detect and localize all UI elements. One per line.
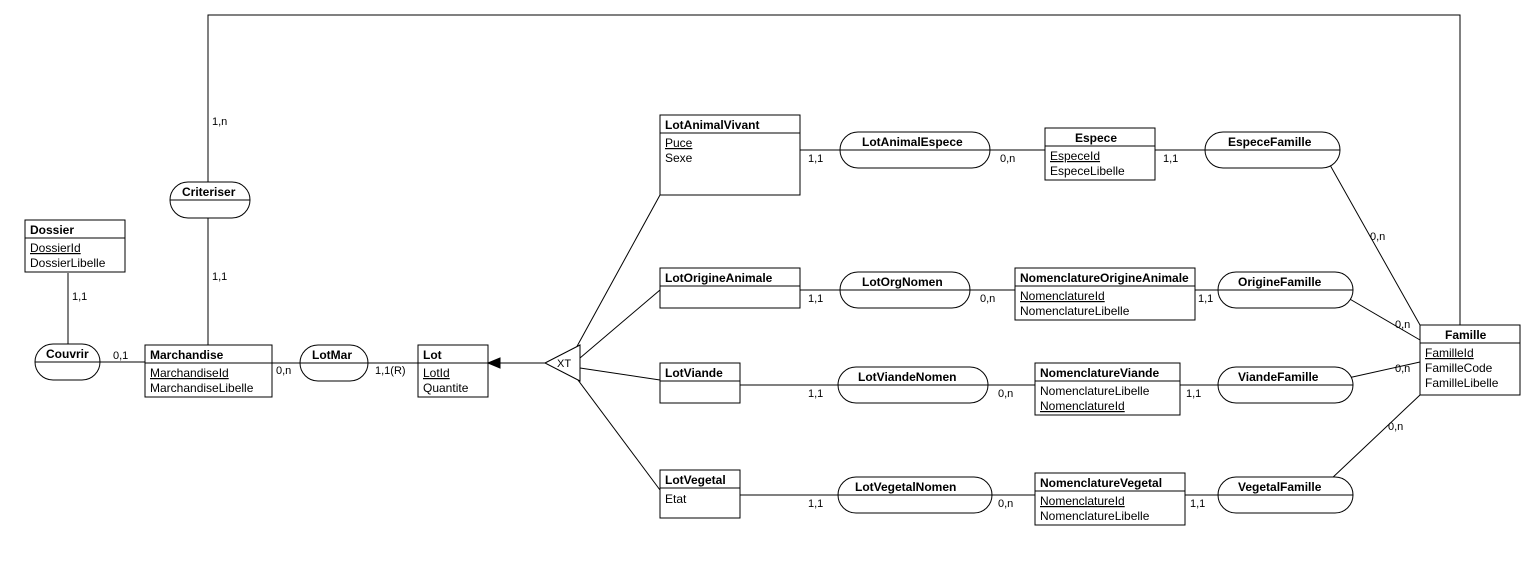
assoc-lotanimalespece: LotAnimalEspece (840, 132, 990, 168)
assoc-label: ViandeFamille (1238, 370, 1319, 384)
card: 0,n (1395, 363, 1410, 375)
assoc-vegetalfamille: VegetalFamille (1218, 477, 1353, 513)
entity-famille: Famille FamilleId FamilleCode FamilleLib… (1420, 325, 1520, 395)
entity-nomenclatureviande: NomenclatureViande NomenclatureLibelle N… (1035, 363, 1180, 415)
card: 1,1 (808, 498, 823, 510)
assoc-especefamille: EspeceFamille (1205, 132, 1340, 168)
entity-attr: DossierId (30, 241, 81, 255)
card: 1,1 (212, 271, 227, 283)
entity-attr: LotId (423, 366, 450, 380)
card: 1,1 (72, 291, 87, 303)
card: 0,n (1388, 421, 1403, 433)
entity-nomenclatureorigineanimale: NomenclatureOrigineAnimale NomenclatureI… (1015, 268, 1195, 320)
card: 1,1 (1190, 498, 1205, 510)
er-diagram: Dossier DossierId DossierLibelle Marchan… (0, 0, 1534, 565)
card: 1,1(R) (375, 365, 406, 377)
assoc-originefamille: OrigineFamille (1218, 272, 1353, 308)
card: 0,n (998, 388, 1013, 400)
entity-title: LotViande (665, 366, 723, 380)
entity-attr: EspeceId (1050, 149, 1100, 163)
entity-title: LotOrigineAnimale (665, 271, 773, 285)
xt-label: XT (557, 358, 571, 370)
card: 0,n (276, 365, 291, 377)
entity-attr: DossierLibelle (30, 256, 106, 270)
assoc-couvrir: Couvrir (35, 344, 100, 380)
assoc-lotmar: LotMar (300, 345, 368, 381)
assoc-label: Criteriser (182, 185, 236, 199)
entity-title: LotAnimalVivant (665, 118, 759, 132)
entity-title: Espece (1075, 131, 1117, 145)
assoc-label: EspeceFamille (1228, 135, 1312, 149)
card: 0,n (1395, 319, 1410, 331)
card: 1,1 (1163, 153, 1178, 165)
entity-attr: Quantite (423, 381, 469, 395)
card: 1,1 (808, 293, 823, 305)
assoc-lotviandenomen: LotViandeNomen (838, 367, 988, 403)
assoc-label: Couvrir (46, 347, 89, 361)
card: 0,1 (113, 350, 128, 362)
card: 1,1 (808, 153, 823, 165)
entity-title: NomenclatureOrigineAnimale (1020, 271, 1189, 285)
xt-triangle: XT (545, 345, 580, 381)
entity-attr: FamilleId (1425, 346, 1474, 360)
assoc-criteriser: Criteriser (170, 182, 250, 218)
entity-lotvegetal: LotVegetal Etat (660, 470, 740, 518)
entity-title: NomenclatureVegetal (1040, 476, 1162, 490)
entity-attr: FamilleCode (1425, 361, 1493, 375)
entity-title: Dossier (30, 223, 74, 237)
entity-attr: NomenclatureId (1040, 399, 1125, 413)
entity-attr: MarchandiseLibelle (150, 381, 254, 395)
assoc-label: LotAnimalEspece (862, 135, 963, 149)
entity-title: NomenclatureViande (1040, 366, 1159, 380)
entity-lotanimalvivant: LotAnimalVivant Puce Sexe (660, 115, 800, 195)
entity-attr: MarchandiseId (150, 366, 229, 380)
card: 1,n (212, 116, 227, 128)
card: 0,n (1000, 153, 1015, 165)
assoc-label: VegetalFamille (1238, 480, 1322, 494)
card: 1,1 (1186, 388, 1201, 400)
assoc-lotorgnomen: LotOrgNomen (840, 272, 970, 308)
entity-attr: Sexe (665, 151, 693, 165)
entity-attr: FamilleLibelle (1425, 376, 1499, 390)
entity-attr: NomenclatureLibelle (1020, 304, 1130, 318)
entity-espece: Espece EspeceId EspeceLibelle (1045, 128, 1155, 180)
assoc-label: OrigineFamille (1238, 275, 1322, 289)
entity-attr: NomenclatureId (1040, 494, 1125, 508)
entity-title: Lot (423, 348, 442, 362)
entity-nomenclaturevegetal: NomenclatureVegetal NomenclatureId Nomen… (1035, 473, 1185, 525)
entity-attr: NomenclatureLibelle (1040, 509, 1150, 523)
card: 1,1 (808, 388, 823, 400)
entity-marchandise: Marchandise MarchandiseId MarchandiseLib… (145, 345, 272, 397)
entity-attr: EspeceLibelle (1050, 164, 1125, 178)
entity-title: Famille (1445, 328, 1487, 342)
entity-lotorigineanimale: LotOrigineAnimale (660, 268, 800, 308)
entity-dossier: Dossier DossierId DossierLibelle (25, 220, 125, 272)
assoc-label: LotMar (312, 348, 352, 362)
entity-lot: Lot LotId Quantite (418, 345, 488, 397)
entity-lotviande: LotViande (660, 363, 740, 403)
assoc-lotvegetalnomen: LotVegetalNomen (838, 477, 992, 513)
card: 0,n (980, 293, 995, 305)
assoc-viandefamille: ViandeFamille (1218, 367, 1353, 403)
entity-title: LotVegetal (665, 473, 726, 487)
assoc-label: LotViandeNomen (858, 370, 956, 384)
entity-attr: NomenclatureLibelle (1040, 384, 1150, 398)
entity-title: Marchandise (150, 348, 224, 362)
card: 0,n (1370, 231, 1385, 243)
entity-attr: NomenclatureId (1020, 289, 1105, 303)
entity-attr: Puce (665, 136, 693, 150)
assoc-label: LotVegetalNomen (855, 480, 956, 494)
assoc-label: LotOrgNomen (862, 275, 943, 289)
card: 1,1 (1198, 293, 1213, 305)
card: 0,n (998, 498, 1013, 510)
entity-attr: Etat (665, 492, 687, 506)
